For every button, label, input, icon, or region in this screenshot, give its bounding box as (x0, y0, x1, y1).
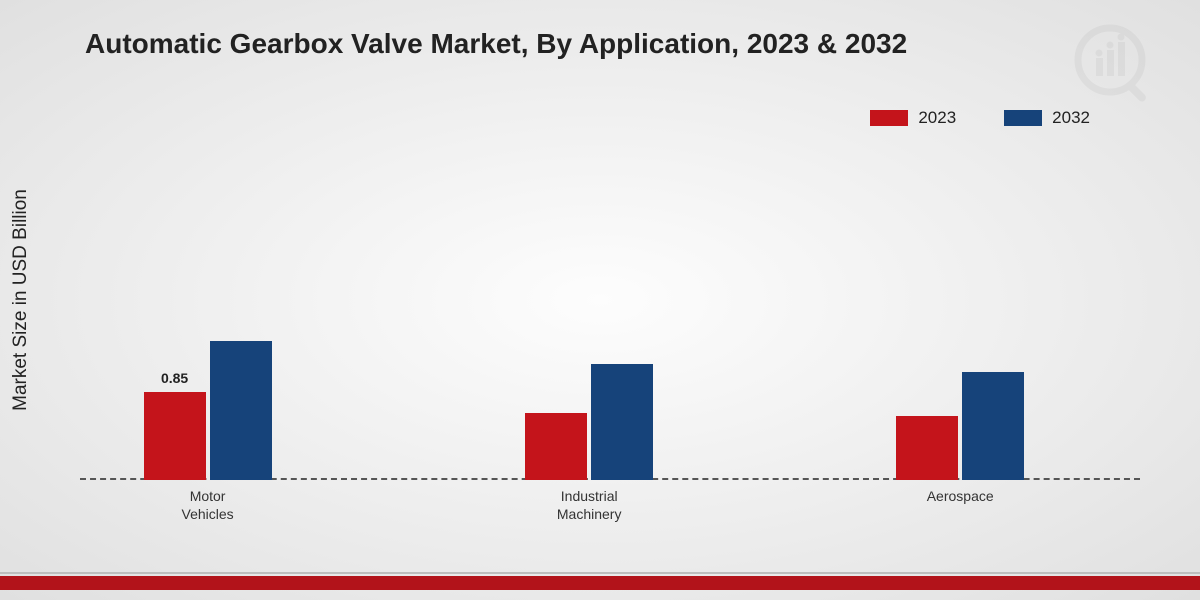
footer-divider-line (0, 572, 1200, 574)
bar-2023-industrial-machinery (525, 413, 587, 480)
legend-swatch-2023 (870, 110, 908, 126)
legend-swatch-2032 (1004, 110, 1042, 126)
footer-accent-bar (0, 576, 1200, 590)
category-label-motor-vehicles: Motor Vehicles (182, 488, 234, 523)
bar-group-aerospace: Aerospace (896, 372, 1024, 480)
brand-logo-watermark (1070, 20, 1160, 115)
bar-group-industrial-machinery: Industrial Machinery (525, 364, 653, 480)
bar-group-motor-vehicles: 0.85 Motor Vehicles (144, 341, 272, 480)
category-label-industrial-machinery: Industrial Machinery (557, 488, 622, 523)
legend: 2023 2032 (870, 108, 1090, 128)
legend-label-2023: 2023 (918, 108, 956, 128)
bar-2032-aerospace (962, 372, 1024, 480)
category-label-aerospace: Aerospace (927, 488, 994, 506)
chart-plot-area: 0.85 Motor Vehicles Industrial Machinery… (80, 150, 1140, 480)
bar-2023-aerospace (896, 416, 958, 480)
bar-2032-motor-vehicles (210, 341, 272, 480)
bar-value-label: 0.85 (161, 370, 188, 386)
legend-label-2032: 2032 (1052, 108, 1090, 128)
chart-title: Automatic Gearbox Valve Market, By Appli… (85, 28, 907, 60)
bar-2032-industrial-machinery (591, 364, 653, 480)
y-axis-label: Market Size in USD Billion (10, 189, 32, 411)
legend-item-2023: 2023 (870, 108, 956, 128)
bar-2023-motor-vehicles: 0.85 (144, 392, 206, 480)
legend-item-2032: 2032 (1004, 108, 1090, 128)
